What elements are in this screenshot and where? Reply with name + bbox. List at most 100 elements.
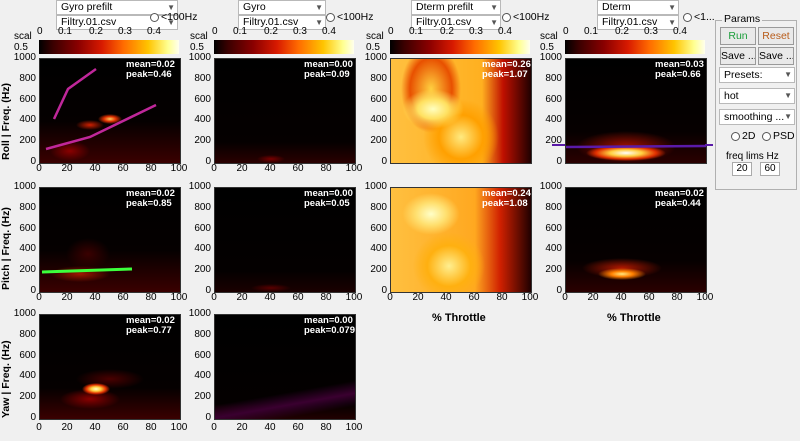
freq-lims-label: freq lims Hz	[726, 151, 779, 162]
x-tick-label: 40	[440, 292, 452, 303]
x-tick-label: 60	[117, 422, 129, 433]
y-tick-label: 0	[30, 156, 36, 167]
stat-mean: mean=0.24	[482, 188, 531, 199]
spectrogram-pitch-gyro-prefilt	[39, 187, 181, 293]
y-tick-label: 1000	[539, 181, 562, 192]
colormap-dropdown[interactable]: hot ▼	[719, 88, 795, 104]
gyro-prefilt-dropdown[interactable]: Gyro prefilt ▼	[56, 0, 178, 15]
y-tick-label: 400	[19, 370, 36, 382]
y-tick-label: 400	[545, 114, 562, 126]
y-tick-label: 0	[205, 156, 211, 167]
x-tick-label: 20	[61, 292, 73, 303]
y-tick-label: 400	[19, 243, 36, 255]
x-tick-label: 20	[61, 422, 73, 433]
reset-button[interactable]: Reset	[758, 27, 794, 45]
y-tick-label: 200	[370, 135, 387, 147]
x-tick-label: 100	[696, 292, 714, 303]
x-tick-label: 0	[211, 163, 217, 174]
gyro-dropdown[interactable]: Gyro ▼	[238, 0, 326, 15]
file-label: Filtry.01.csv	[61, 16, 117, 28]
cb-tick: 0.2	[264, 26, 278, 37]
stat-mean: mean=0.03	[655, 59, 704, 70]
y-tick-label: 600	[370, 222, 387, 234]
y-tick-label: 200	[19, 264, 36, 276]
lt100-radio-1[interactable]: <100Hz	[150, 11, 197, 23]
lt100-radio-3[interactable]: <100Hz	[502, 11, 549, 23]
chevron-down-icon: ▼	[668, 18, 676, 27]
y-tick-label: 0	[556, 156, 562, 167]
radio-label: <100Hz	[337, 11, 374, 23]
x-tick-label: 80	[145, 422, 157, 433]
run-button[interactable]: Run	[720, 27, 756, 45]
save-button-1[interactable]: Save ...	[720, 47, 756, 65]
x-tick-label: 0	[211, 292, 217, 303]
gyro-file-dropdown[interactable]: Filtry.01.csv ▼	[238, 15, 326, 30]
overlay-lines	[45, 67, 157, 151]
x-tick-label: 100	[170, 163, 188, 174]
y-tick-label: 0	[205, 412, 211, 423]
scal-label: scal	[190, 31, 208, 42]
overlay-line	[566, 144, 706, 149]
x-tick-label: 40	[264, 292, 276, 303]
x-tick-label: 80	[496, 292, 508, 303]
cb-tick: 0.3	[118, 26, 132, 37]
dterm-prefilt-file-dropdown[interactable]: Filtry.01.csv ▼	[411, 15, 501, 30]
radio-2d[interactable]: 2D	[731, 130, 755, 142]
y-tick-label: 0	[556, 285, 562, 296]
dropdown-label: Gyro	[243, 1, 266, 13]
chevron-down-icon: ▼	[315, 18, 323, 27]
y-tick-label: 800	[545, 201, 562, 213]
x-tick-label: 40	[264, 422, 276, 433]
file-label: Filtry.01.csv	[602, 16, 658, 28]
scal-label: scal	[366, 31, 384, 42]
colorbar-4	[565, 40, 705, 54]
dterm-file-dropdown[interactable]: Filtry.01.csv ▼	[597, 15, 679, 30]
spectrogram-yaw-gyro-prefilt	[39, 314, 181, 420]
radio-circle-icon	[150, 12, 159, 22]
cb-tick: 0.3	[644, 26, 658, 37]
presets-dropdown[interactable]: Presets: ▼	[719, 67, 795, 83]
chevron-down-icon: ▼	[167, 18, 175, 27]
y-tick-label: 400	[545, 243, 562, 255]
lt100-radio-2[interactable]: <100Hz	[326, 11, 373, 23]
y-tick-label: 0	[205, 285, 211, 296]
stat-peak: peak=0.66	[655, 69, 701, 80]
x-tick-label: 80	[320, 163, 332, 174]
y-tick-label: 200	[194, 135, 211, 147]
cb-tick: 0.4	[322, 26, 336, 37]
y-tick-label: 800	[545, 72, 562, 84]
x-tick-label: 20	[61, 163, 73, 174]
lt100-radio-4[interactable]: <1...	[683, 11, 715, 23]
dropdown-label: Presets:	[724, 69, 763, 81]
cb-tick: 0	[563, 26, 569, 37]
x-tick-label: 80	[320, 292, 332, 303]
dterm-dropdown[interactable]: Dterm ▼	[597, 0, 679, 15]
chevron-down-icon: ▼	[490, 18, 498, 27]
overlay-line-extension	[705, 144, 713, 146]
radio-psd[interactable]: PSD	[762, 130, 795, 142]
params-panel	[715, 20, 797, 190]
y-tick-label: 600	[545, 93, 562, 105]
x-tick-label: 0	[36, 292, 42, 303]
y-tick-label: 600	[19, 93, 36, 105]
radio-circle-icon	[762, 131, 771, 141]
save-button-2[interactable]: Save ...	[758, 47, 794, 65]
radio-label: PSD	[773, 130, 795, 142]
y-tick-label: 0	[381, 156, 387, 167]
colorbar-3	[390, 40, 530, 54]
cb-tick: 0.1	[233, 26, 247, 37]
chevron-down-icon: ▼	[315, 3, 323, 12]
dterm-prefilt-dropdown[interactable]: Dterm prefilt ▼	[411, 0, 501, 15]
stat-peak: peak=0.44	[655, 198, 701, 209]
y-tick-label: 1000	[13, 52, 36, 63]
freq-min-input[interactable]: 20	[732, 162, 752, 176]
chevron-down-icon: ▼	[784, 112, 792, 121]
freq-max-input[interactable]: 60	[760, 162, 780, 176]
gyro-prefilt-file-dropdown[interactable]: Filtry.01.csv ▼	[56, 15, 178, 30]
smoothing-dropdown[interactable]: smoothing ... ▼	[719, 109, 795, 125]
y-tick-label: 400	[370, 243, 387, 255]
y-tick-label: 200	[545, 135, 562, 147]
x-tick-label: 100	[345, 422, 363, 433]
x-tick-label: 40	[264, 163, 276, 174]
y-tick-label: 600	[19, 222, 36, 234]
